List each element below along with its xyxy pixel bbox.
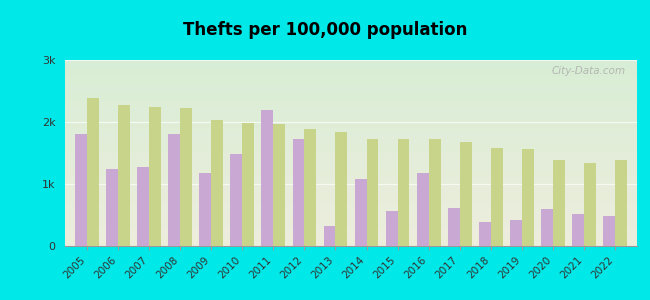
Bar bbox=[149, 107, 161, 246]
Bar bbox=[261, 110, 273, 246]
Bar bbox=[118, 105, 129, 246]
Text: City-Data.com: City-Data.com bbox=[551, 66, 625, 76]
Bar bbox=[541, 209, 553, 246]
Text: Thefts per 100,000 population: Thefts per 100,000 population bbox=[183, 21, 467, 39]
Bar bbox=[86, 98, 99, 246]
Bar bbox=[553, 160, 565, 246]
Bar bbox=[491, 148, 502, 246]
Bar bbox=[106, 169, 118, 246]
Bar bbox=[448, 208, 460, 246]
Bar bbox=[584, 163, 596, 246]
Bar bbox=[386, 211, 398, 246]
Bar bbox=[180, 108, 192, 246]
Bar bbox=[168, 134, 180, 246]
Bar bbox=[603, 216, 616, 246]
Bar bbox=[367, 139, 378, 246]
Bar bbox=[510, 220, 522, 246]
Bar bbox=[573, 214, 584, 246]
Bar bbox=[417, 173, 429, 246]
Bar bbox=[137, 167, 149, 246]
Bar bbox=[273, 124, 285, 246]
Bar bbox=[335, 132, 347, 246]
Bar bbox=[200, 173, 211, 246]
Bar bbox=[324, 226, 335, 246]
Bar bbox=[460, 142, 472, 246]
Bar bbox=[75, 134, 86, 246]
Bar bbox=[398, 139, 410, 246]
Bar bbox=[211, 119, 223, 246]
Bar bbox=[230, 154, 242, 246]
Bar bbox=[304, 129, 316, 246]
Bar bbox=[616, 160, 627, 246]
Bar bbox=[355, 179, 367, 246]
Bar bbox=[242, 123, 254, 246]
Bar bbox=[429, 139, 441, 246]
Bar bbox=[479, 222, 491, 246]
Bar bbox=[522, 149, 534, 246]
Bar bbox=[292, 140, 304, 246]
